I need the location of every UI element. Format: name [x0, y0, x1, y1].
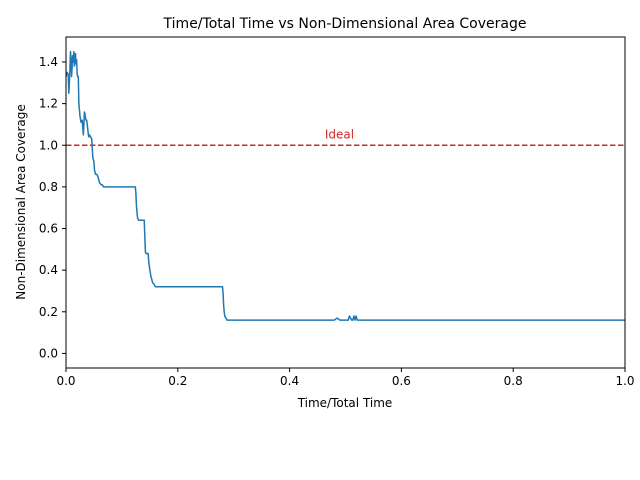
x-tick-label: 0.0: [56, 374, 75, 388]
x-tick-label: 0.6: [392, 374, 411, 388]
reference-line-group: Ideal: [66, 127, 625, 147]
y-tick-label: 0.0: [39, 346, 58, 360]
y-tick-label: 0.2: [39, 305, 58, 319]
axes: 0.0 0.2 0.4 0.6 0.8 1.0 0.0 0.2 0.4 0.6 0.8 1.0 1.2 1…: [39, 36, 635, 388]
reference-line-label: Ideal: [325, 127, 354, 141]
y-tick-label: 0.6: [39, 222, 58, 236]
x-axis-label: Time/Total Time: [297, 396, 393, 410]
y-tick-label: 1.4: [39, 55, 58, 69]
axes-frame: [65, 36, 626, 369]
y-tick-label: 0.8: [39, 180, 58, 194]
series-group: [65, 50, 625, 321]
y-axis-label: Non-Dimensional Area Coverage: [14, 104, 28, 299]
x-tick-label: 0.8: [504, 374, 523, 388]
x-tick-label: 0.4: [280, 374, 299, 388]
x-tick-label: 1.0: [615, 374, 634, 388]
y-tick-label: 0.4: [39, 263, 58, 277]
x-tick-label: 0.2: [168, 374, 187, 388]
chart-title: Time/Total Time vs Non-Dimensional Area …: [163, 16, 527, 32]
series-line: [65, 50, 625, 321]
y-tick-label: 1.2: [39, 97, 58, 111]
y-tick-label: 1.0: [39, 138, 58, 152]
